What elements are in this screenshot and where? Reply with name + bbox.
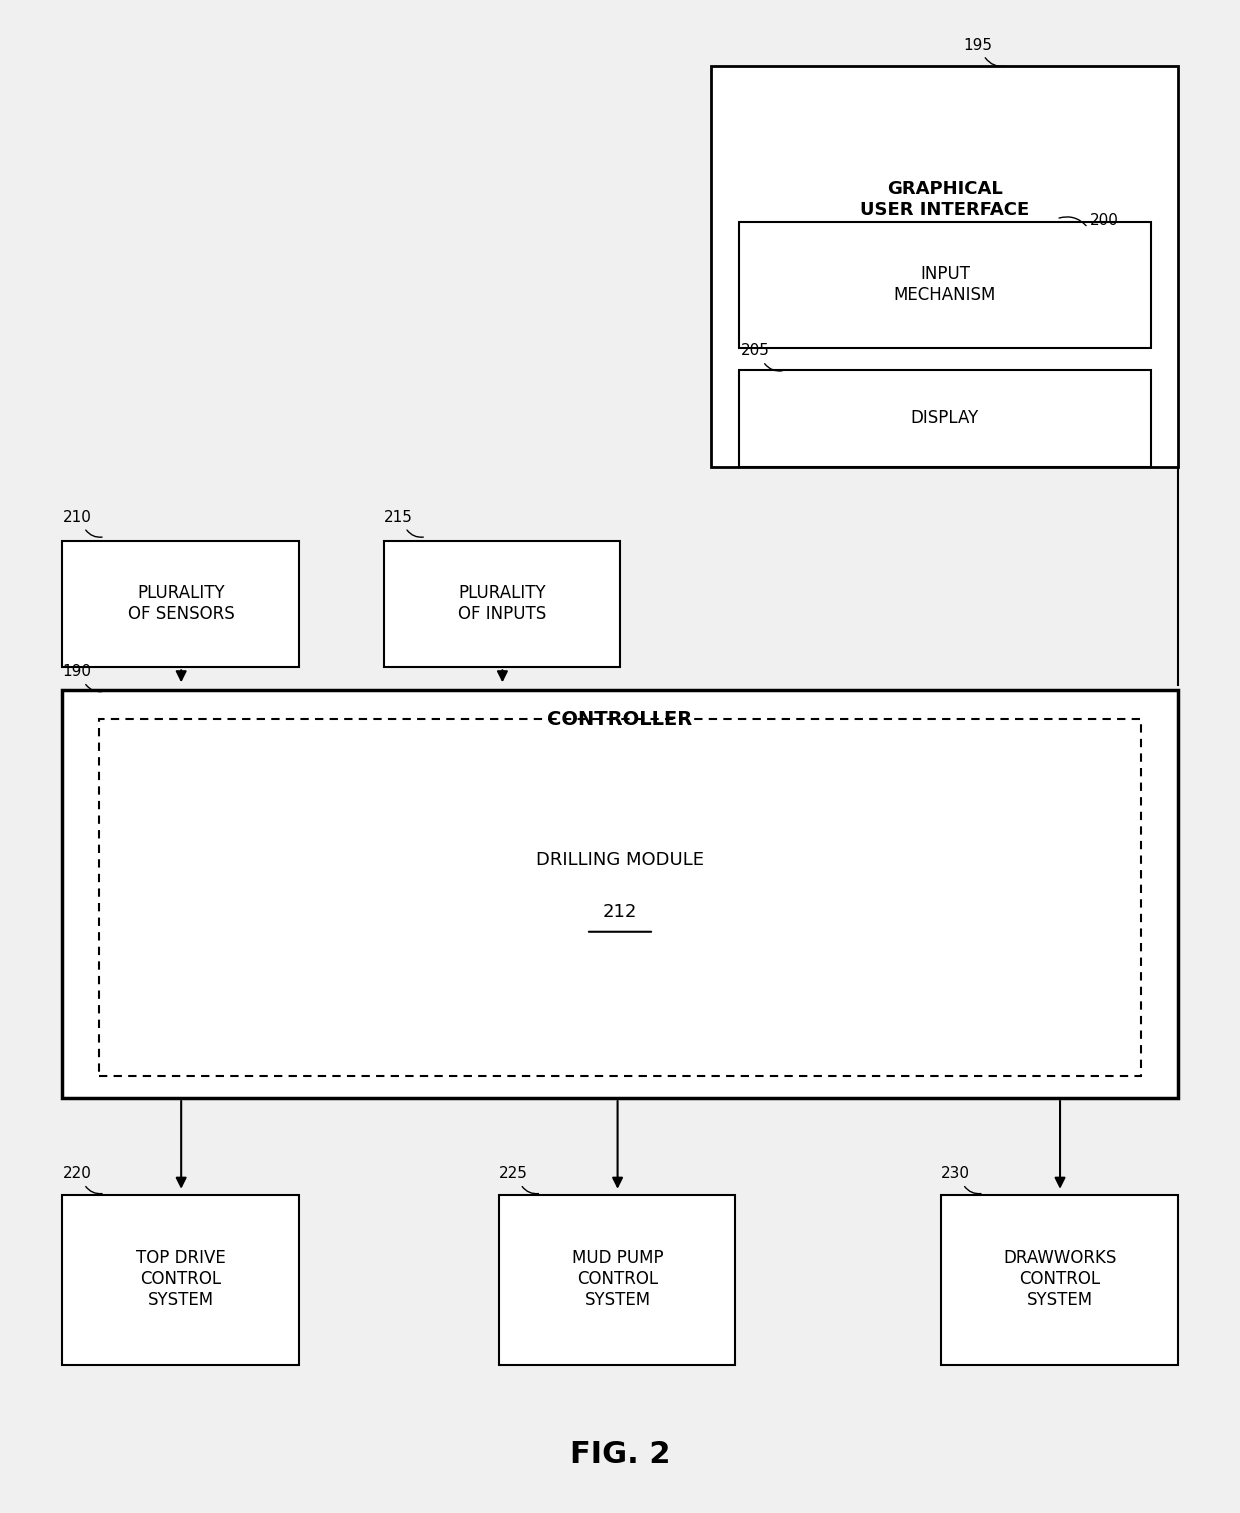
- Text: 220: 220: [62, 1167, 92, 1182]
- Bar: [498, 1195, 735, 1365]
- Text: 195: 195: [963, 38, 992, 53]
- Text: 205: 205: [742, 343, 770, 359]
- Bar: [383, 542, 620, 667]
- Text: PLURALITY
OF INPUTS: PLURALITY OF INPUTS: [459, 584, 547, 623]
- Bar: [62, 542, 299, 667]
- Bar: [62, 1195, 299, 1365]
- Text: TOP DRIVE
CONTROL
SYSTEM: TOP DRIVE CONTROL SYSTEM: [136, 1250, 226, 1309]
- Text: MUD PUMP
CONTROL
SYSTEM: MUD PUMP CONTROL SYSTEM: [572, 1250, 663, 1309]
- Bar: [62, 690, 1178, 1098]
- Text: DRILLING MODULE: DRILLING MODULE: [536, 852, 704, 870]
- Text: 190: 190: [62, 664, 92, 679]
- Text: DRAWWORKS
CONTROL
SYSTEM: DRAWWORKS CONTROL SYSTEM: [1003, 1250, 1117, 1309]
- Bar: [739, 371, 1151, 468]
- Text: FIG. 2: FIG. 2: [569, 1440, 671, 1469]
- Text: DISPLAY: DISPLAY: [910, 409, 980, 427]
- Text: INPUT
MECHANISM: INPUT MECHANISM: [894, 265, 996, 304]
- Text: 230: 230: [941, 1167, 970, 1182]
- Text: PLURALITY
OF SENSORS: PLURALITY OF SENSORS: [128, 584, 234, 623]
- Text: GRAPHICAL
USER INTERFACE: GRAPHICAL USER INTERFACE: [861, 180, 1029, 219]
- Text: 210: 210: [62, 510, 92, 525]
- Text: 225: 225: [498, 1167, 528, 1182]
- Bar: [99, 719, 1141, 1076]
- Text: 200: 200: [1090, 213, 1120, 228]
- Bar: [711, 67, 1178, 468]
- Bar: [941, 1195, 1178, 1365]
- Text: 212: 212: [603, 903, 637, 921]
- Bar: [739, 222, 1151, 348]
- Text: CONTROLLER: CONTROLLER: [547, 710, 693, 729]
- Text: 215: 215: [383, 510, 413, 525]
